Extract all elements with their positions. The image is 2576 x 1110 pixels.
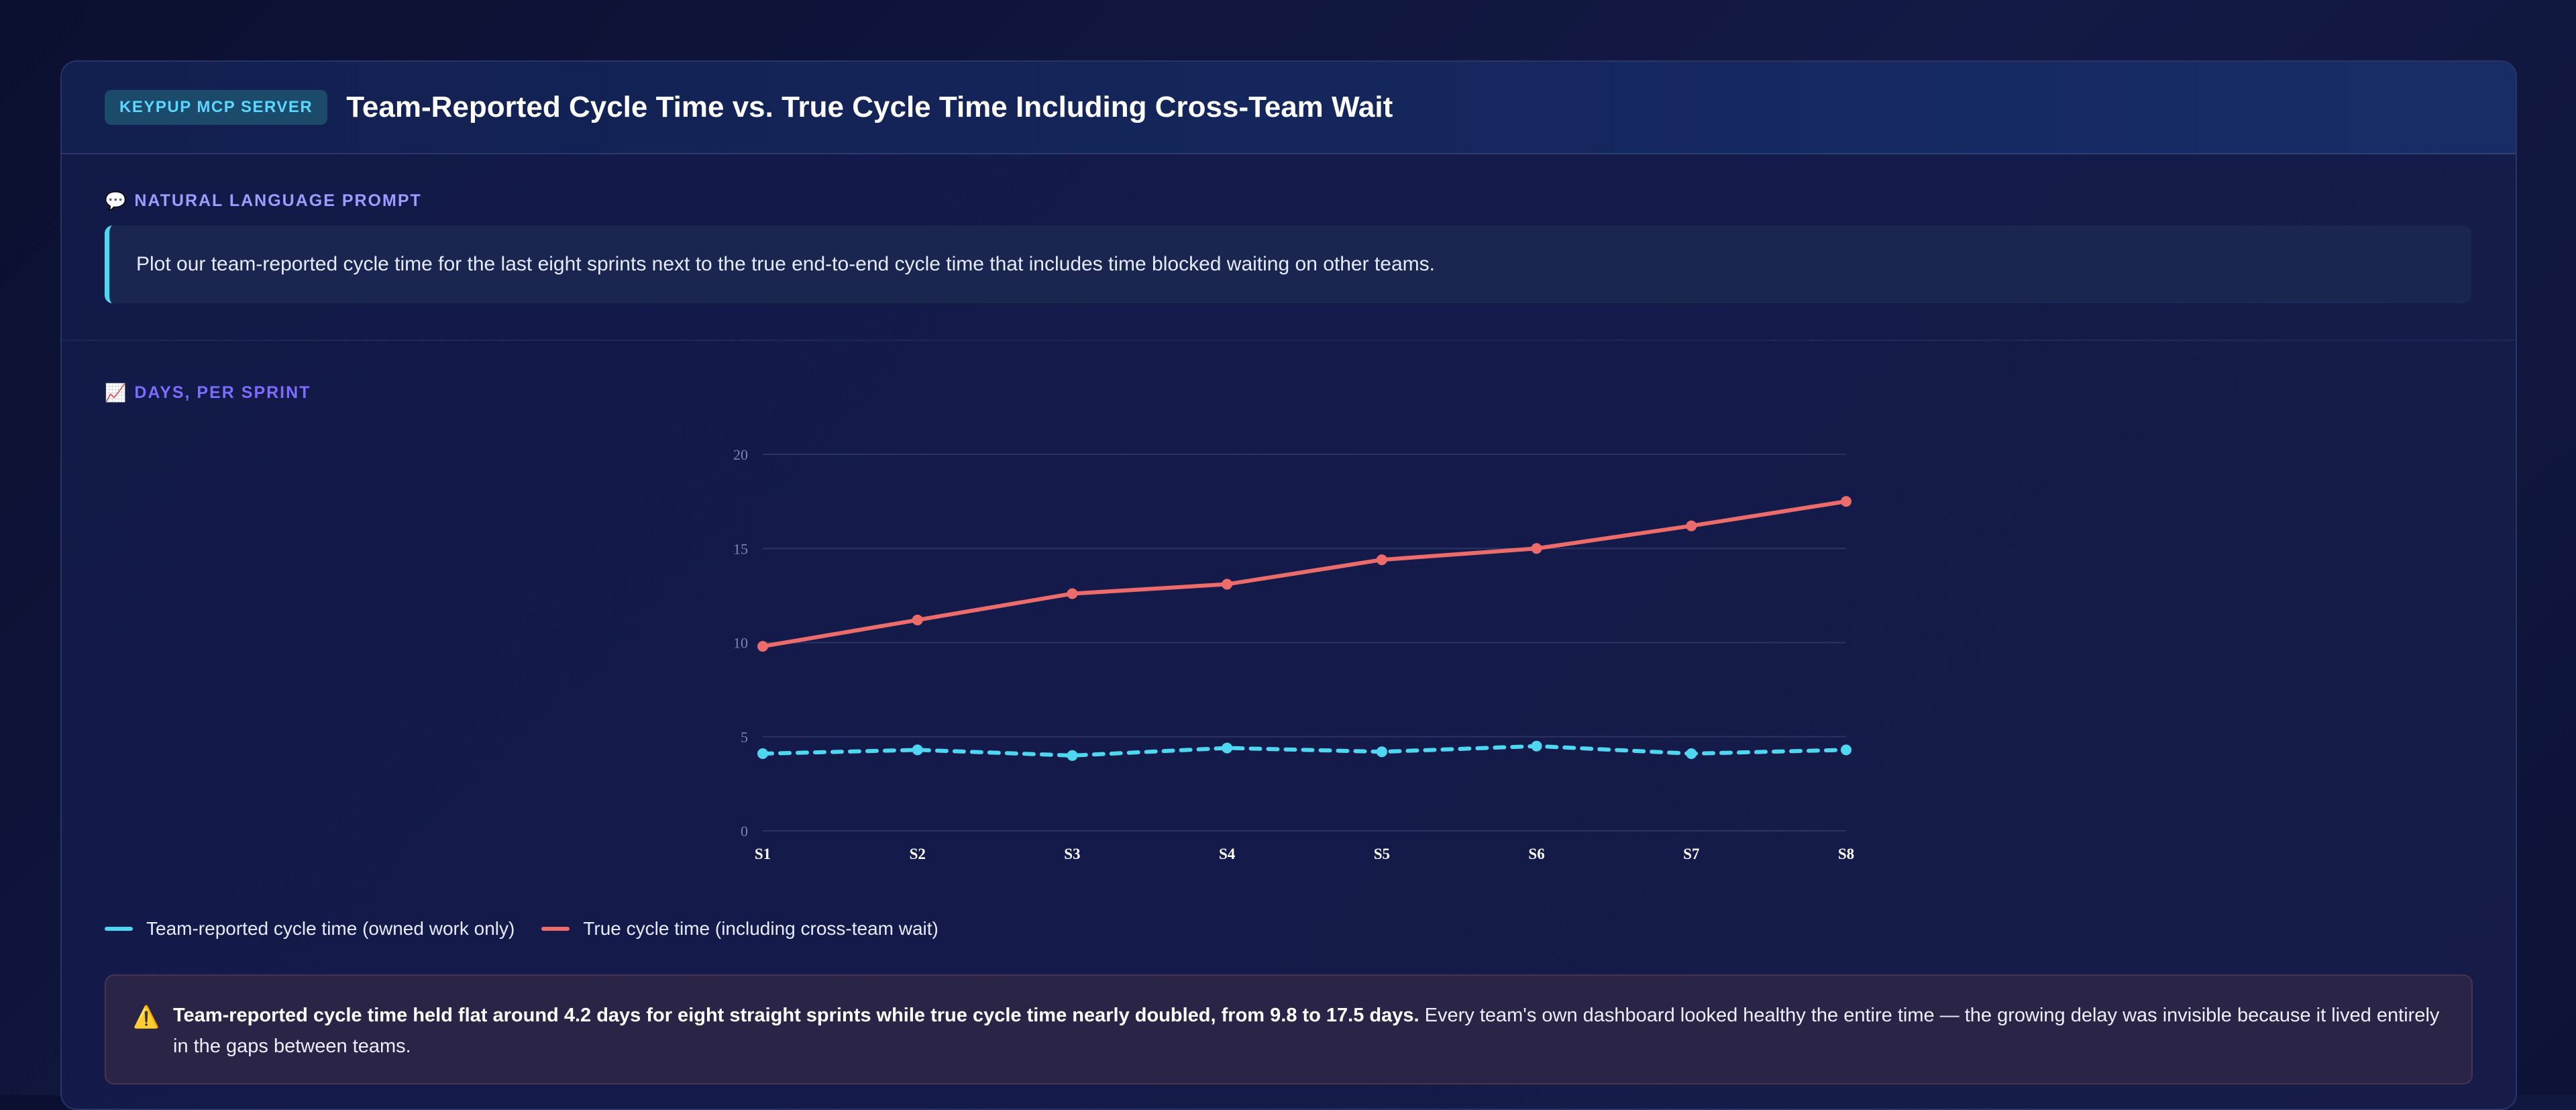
x-tick-label: S1: [755, 846, 771, 862]
data-point-reported: [757, 748, 768, 759]
x-tick-label: S7: [1683, 846, 1699, 862]
legend-label-reported: Team-reported cycle time (owned work onl…: [146, 918, 515, 939]
data-point-true: [1686, 520, 1697, 532]
data-point-true: [1531, 543, 1542, 554]
data-point-reported: [1531, 740, 1542, 752]
series-line-reported: [761, 744, 1848, 758]
prompt-text: Plot our team-reported cycle time for th…: [105, 225, 2471, 303]
data-point-reported: [1376, 746, 1387, 758]
x-tick-label: S4: [1219, 846, 1236, 862]
callout-body: Every team's own dashboard looked health…: [173, 1005, 2440, 1057]
source-badge: KEYPUP MCP SERVER: [105, 90, 328, 125]
legend-swatch-reported: [105, 927, 133, 931]
prompt-label: 💬 NATURAL LANGUAGE PROMPT: [105, 191, 422, 211]
x-tick-label: S6: [1528, 846, 1544, 862]
callout-headline: Team-reported cycle time held flat aroun…: [173, 1005, 1419, 1026]
insight-callout: ⚠️ Team-reported cycle time held flat ar…: [105, 974, 2473, 1084]
legend-item-true: True cycle time (including cross-team wa…: [541, 918, 938, 940]
chart-increasing-icon: 📈: [105, 383, 128, 403]
page-title: Team-Reported Cycle Time vs. True Cycle …: [346, 91, 1393, 123]
data-point-reported: [1222, 742, 1233, 754]
data-point-reported: [1686, 748, 1697, 759]
y-tick-label: 0: [741, 823, 748, 840]
legend-label-true: True cycle time (including cross-team wa…: [583, 918, 938, 939]
x-tick-label: S5: [1374, 846, 1390, 862]
chart-section: 📈 DAYS, PER SPRINT 0 5 10 15 20 S1 S2 S3 S4 S5 S6 S…: [62, 341, 2516, 1084]
chart-section-label: 📈 DAYS, PER SPRINT: [105, 383, 311, 403]
y-tick-label: 20: [733, 446, 748, 463]
x-tick-label: S2: [910, 846, 926, 862]
line-chart: 0 5 10 15 20 S1 S2 S3 S4 S5 S6 S7 S8: [733, 446, 1854, 862]
data-point-true: [1376, 554, 1387, 566]
card-header: KEYPUP MCP SERVER Team-Reported Cycle Ti…: [62, 62, 2516, 154]
data-point-reported: [1067, 750, 1078, 761]
data-point-true: [912, 614, 923, 625]
x-tick-label: S3: [1064, 846, 1080, 862]
warning-icon: ⚠️: [133, 1005, 160, 1029]
prompt-section: 💬 NATURAL LANGUAGE PROMPT Plot our team-…: [62, 154, 2516, 341]
legend-item-reported: Team-reported cycle time (owned work onl…: [105, 918, 515, 940]
data-point-reported: [912, 744, 923, 756]
legend-swatch-true: [541, 927, 570, 931]
y-tick-label: 10: [733, 635, 748, 652]
chart-legend: Team-reported cycle time (owned work onl…: [105, 918, 965, 940]
data-point-true: [757, 641, 768, 652]
chart-section-label-text: DAYS, PER SPRINT: [134, 383, 311, 402]
chart-card: KEYPUP MCP SERVER Team-Reported Cycle Ti…: [60, 60, 2517, 1110]
prompt-label-text: NATURAL LANGUAGE PROMPT: [134, 191, 422, 210]
x-tick-label: S8: [1838, 846, 1854, 862]
series-line-true: [761, 499, 1848, 649]
speech-bubble-icon: 💬: [105, 191, 128, 211]
y-tick-label: 15: [733, 540, 748, 557]
y-tick-label: 5: [741, 729, 748, 746]
data-point-reported: [1841, 744, 1851, 756]
data-point-true: [1841, 496, 1851, 507]
data-point-true: [1067, 588, 1078, 599]
data-point-true: [1222, 578, 1233, 590]
